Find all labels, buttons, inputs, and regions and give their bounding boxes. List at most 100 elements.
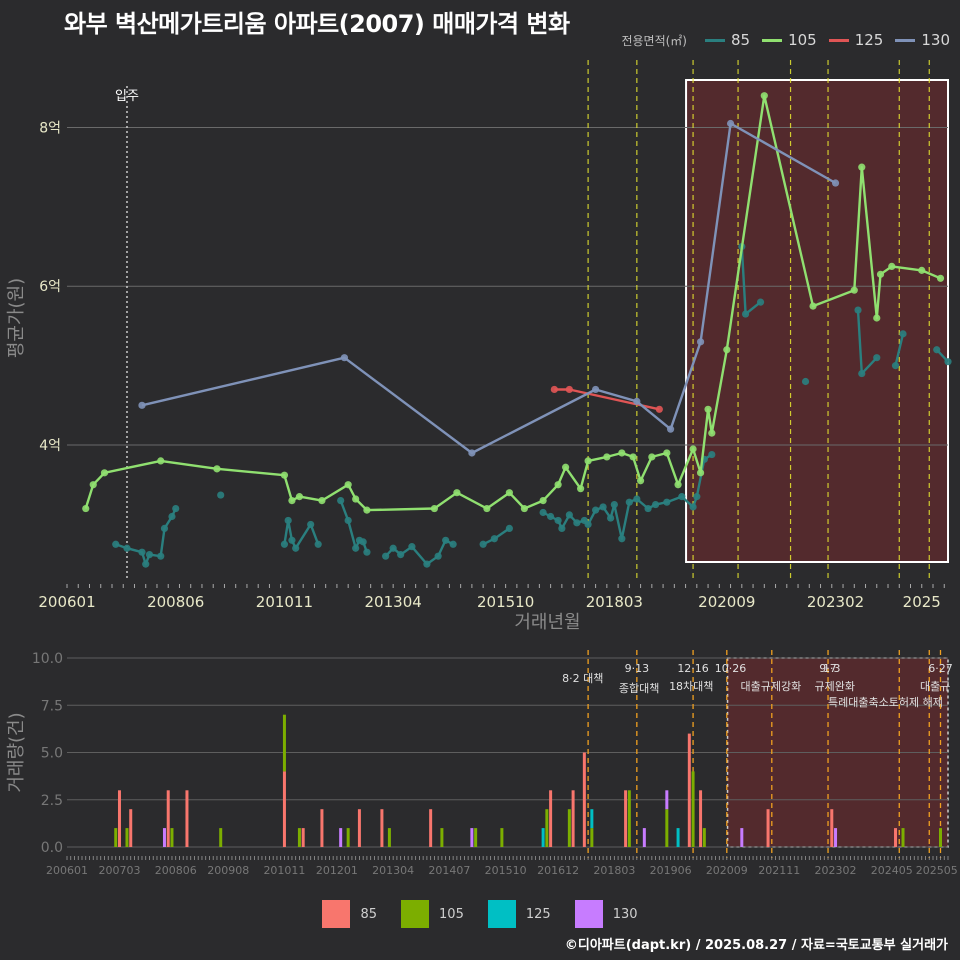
data-point-105 — [689, 445, 697, 453]
data-point-85 — [873, 354, 881, 362]
data-point-85 — [138, 548, 146, 556]
bar-x-tick-label: 201510 — [485, 864, 527, 877]
data-point-105 — [723, 346, 731, 354]
bar-125 — [676, 828, 680, 847]
data-point-105 — [483, 504, 491, 513]
bar-annotation-date: 1·3 — [823, 662, 841, 675]
data-point-85 — [168, 512, 176, 521]
data-point-105 — [100, 469, 109, 477]
bar-85 — [766, 809, 770, 847]
data-point-85 — [663, 498, 671, 506]
bar-x-tick-label: 200806 — [155, 864, 197, 877]
bar-85 — [549, 790, 553, 847]
bar-x-tick-label: 201906 — [650, 864, 692, 877]
bar-85 — [357, 809, 361, 847]
bar-x-tick-label: 202009 — [706, 864, 748, 877]
data-point-105 — [280, 471, 289, 479]
x-tick-label: 201510 — [477, 593, 534, 611]
data-point-85 — [854, 306, 862, 314]
data-point-85 — [344, 516, 352, 525]
x-tick-label: 200806 — [147, 593, 204, 611]
bar-annotation-date: 10·26 — [715, 662, 747, 675]
x-tick-label: 200601 — [38, 593, 95, 611]
data-point-105 — [554, 481, 562, 489]
data-point-85 — [363, 548, 371, 556]
highlight-region — [685, 79, 949, 563]
data-point-85 — [565, 511, 573, 519]
chart-title: 와부 벽산메가트리움 아파트(2007) 매매가격 변화 — [64, 10, 570, 38]
data-point-85 — [337, 497, 345, 505]
data-point-105 — [760, 92, 768, 100]
bar-x-tick-label: 201803 — [593, 864, 635, 877]
bar-130 — [162, 828, 166, 847]
data-point-85 — [554, 516, 562, 525]
x-axis-title: 거래년월 — [514, 612, 580, 633]
data-point-105 — [344, 481, 352, 489]
bar-annotation-label: 8·2 대책 — [562, 672, 603, 685]
data-point-85 — [434, 552, 442, 560]
bar-85 — [301, 828, 305, 847]
data-point-105 — [89, 481, 97, 489]
bar-85 — [894, 828, 898, 847]
bar-x-tick-label: 200703 — [98, 864, 140, 877]
data-point-105 — [918, 266, 926, 274]
x-tick-label: 202302 — [807, 593, 864, 611]
bar-x-tick-label: 201407 — [428, 864, 470, 877]
bar-x-tick-label: 201201 — [316, 864, 358, 877]
bar-105 — [702, 828, 706, 847]
data-point-85 — [618, 535, 626, 543]
data-point-105 — [430, 504, 438, 513]
bar-x-tick-label: 201304 — [372, 864, 414, 877]
data-point-85 — [539, 508, 547, 517]
bar-105 — [440, 828, 444, 847]
data-point-85 — [858, 369, 866, 378]
bar-annotation-date: 12·16 — [677, 662, 709, 675]
bar-x-tick-label: 200908 — [207, 864, 249, 877]
bar-130 — [665, 790, 669, 810]
bar-85 — [429, 809, 433, 847]
data-point-105 — [648, 453, 656, 461]
x-tick-label: 202009 — [698, 593, 755, 611]
data-point-85 — [160, 524, 169, 532]
bar-105 — [901, 828, 905, 847]
data-point-85 — [288, 536, 296, 544]
data-point-85 — [359, 538, 367, 546]
bar-85 — [624, 790, 628, 847]
data-point-105 — [876, 270, 885, 278]
data-point-130 — [468, 449, 476, 457]
bar-y-tick-label: 5.0 — [41, 746, 63, 762]
data-point-85 — [157, 552, 165, 560]
bar-105 — [590, 828, 594, 847]
data-point-105 — [696, 469, 705, 477]
bar-85 — [166, 790, 170, 847]
data-point-105 — [157, 457, 165, 465]
bar-y-tick-label: 0.0 — [41, 840, 63, 856]
data-point-105 — [288, 497, 296, 505]
data-point-85 — [172, 504, 180, 513]
bar-85 — [687, 733, 691, 847]
data-point-105 — [352, 495, 360, 503]
y-axis-title: 평균가(원) — [6, 278, 27, 358]
bar-105 — [114, 828, 118, 847]
data-point-105 — [562, 463, 570, 471]
data-point-105 — [850, 286, 858, 294]
bar-105 — [170, 828, 174, 847]
bar-annotation-label: 18차대책 — [669, 680, 713, 693]
data-point-85 — [944, 358, 952, 366]
bar-105 — [665, 809, 669, 847]
data-point-85 — [280, 540, 289, 548]
data-point-85 — [651, 500, 660, 509]
data-point-85 — [284, 516, 292, 525]
x-tick-label: 201304 — [365, 593, 422, 611]
move-in-label: 입주 — [115, 89, 139, 104]
data-point-85 — [891, 362, 900, 370]
bar-105 — [567, 809, 571, 847]
data-point-85 — [756, 298, 765, 306]
data-point-105 — [858, 163, 866, 171]
data-point-130 — [138, 401, 146, 409]
bar-y-tick-label: 2.5 — [41, 793, 63, 809]
data-point-85 — [423, 560, 431, 568]
data-point-105 — [888, 262, 896, 270]
legend-item-105: 105 — [762, 31, 817, 49]
bar-annotation-label: 대출규제강화 — [741, 680, 802, 693]
